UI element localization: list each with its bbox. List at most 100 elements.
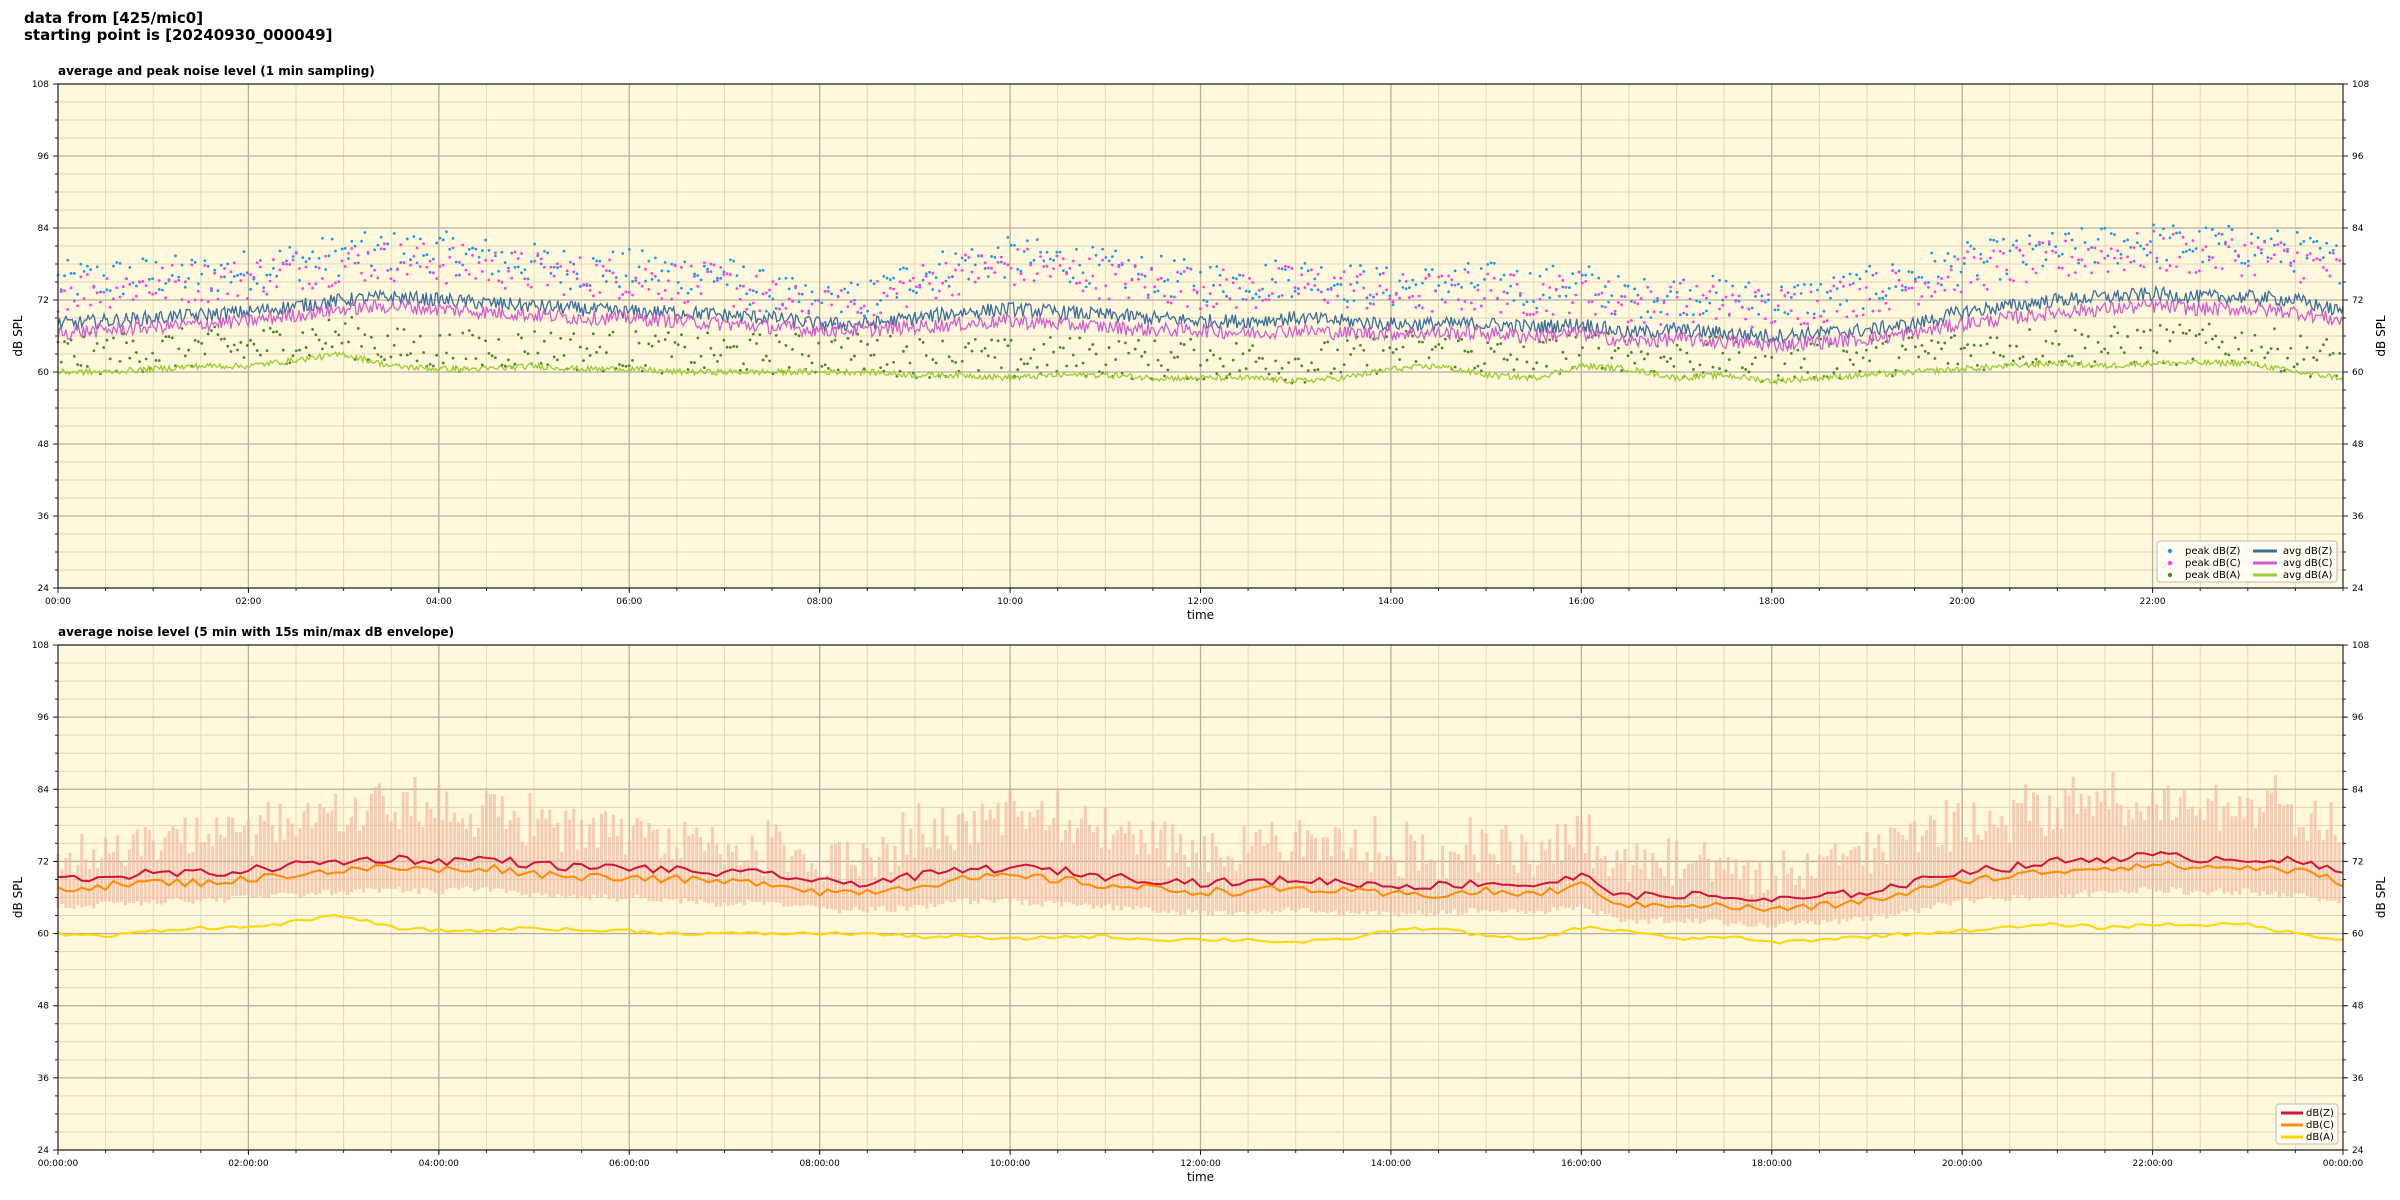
data-point	[2073, 247, 2077, 250]
data-point	[1101, 258, 1104, 262]
data-point	[144, 259, 148, 262]
data-point	[1208, 265, 1212, 269]
data-point	[1721, 351, 1725, 355]
data-point	[1166, 278, 1170, 282]
data-point	[1202, 377, 1206, 381]
data-point	[1838, 280, 1842, 284]
data-point	[1013, 374, 1016, 378]
data-point	[1153, 339, 1157, 343]
data-point	[1799, 292, 1803, 295]
data-point	[1861, 313, 1865, 317]
data-point	[2028, 234, 2032, 238]
data-point	[1881, 290, 1885, 293]
data-point	[451, 236, 455, 240]
data-point	[1992, 249, 1996, 253]
data-point	[2100, 350, 2103, 354]
data-point	[183, 285, 187, 289]
data-point	[1897, 278, 1901, 282]
data-point	[2211, 256, 2214, 260]
data-point	[2256, 236, 2260, 240]
data-point	[255, 349, 259, 352]
data-point	[928, 376, 931, 379]
data-point	[676, 291, 680, 295]
data-point	[1470, 281, 1473, 285]
data-point	[2034, 244, 2038, 248]
data-point	[1427, 274, 1431, 278]
y-tick-label-right: 60	[2352, 930, 2364, 940]
data-point	[1408, 286, 1411, 290]
data-point	[866, 343, 869, 346]
data-point	[1962, 262, 1966, 265]
data-point	[2080, 258, 2084, 262]
data-point	[875, 302, 879, 306]
data-point	[288, 263, 292, 266]
data-point	[307, 353, 311, 357]
data-point	[2093, 260, 2097, 264]
data-point	[559, 265, 563, 268]
data-point	[1156, 289, 1160, 293]
data-point	[330, 284, 334, 288]
data-point	[1068, 280, 1072, 284]
data-point	[1825, 290, 1829, 294]
data-point	[298, 267, 301, 270]
data-point	[1078, 281, 1082, 285]
data-point	[758, 333, 762, 337]
data-point	[1881, 296, 1885, 300]
data-point	[1143, 285, 1147, 289]
data-point	[2057, 342, 2061, 346]
data-point	[745, 368, 749, 371]
data-point	[1339, 283, 1343, 286]
data-point	[1789, 352, 1793, 355]
data-point	[862, 304, 866, 308]
data-point	[360, 345, 363, 348]
data-point	[1705, 309, 1708, 313]
data-point	[431, 257, 435, 261]
data-point	[1140, 255, 1144, 259]
data-point	[2289, 264, 2293, 267]
data-point	[1541, 340, 1545, 344]
data-point	[2015, 344, 2018, 348]
data-point	[2188, 328, 2191, 332]
data-point	[1649, 316, 1653, 320]
data-point	[2201, 260, 2205, 264]
data-point	[591, 256, 595, 260]
data-point	[2318, 349, 2322, 353]
data-point	[960, 256, 964, 260]
data-point	[800, 309, 804, 313]
data-point	[2002, 355, 2005, 358]
data-point	[2246, 259, 2250, 263]
data-point	[1985, 287, 1989, 291]
data-point	[1163, 374, 1166, 378]
data-point	[2220, 232, 2224, 236]
data-point	[1336, 282, 1339, 286]
data-point	[2259, 345, 2263, 349]
data-point	[970, 270, 974, 274]
data-point	[85, 264, 89, 268]
data-point	[771, 372, 775, 376]
data-point	[996, 246, 1000, 250]
data-point	[947, 355, 951, 359]
data-point	[1613, 312, 1617, 316]
data-point	[272, 267, 275, 270]
data-point	[2122, 268, 2126, 272]
data-point	[973, 337, 977, 341]
data-point	[849, 300, 853, 304]
data-point	[418, 334, 422, 338]
data-point	[1300, 273, 1304, 277]
data-point	[1551, 264, 1555, 268]
data-point	[1878, 297, 1881, 300]
data-point	[1835, 287, 1839, 291]
data-point	[1215, 302, 1219, 306]
data-point	[1368, 293, 1372, 297]
data-point	[69, 286, 73, 290]
data-point	[2237, 347, 2240, 351]
data-point	[1678, 281, 1682, 285]
data-point	[667, 279, 670, 283]
data-point	[356, 327, 360, 330]
data-point	[2331, 251, 2335, 255]
data-point	[311, 328, 315, 331]
data-point	[2083, 241, 2087, 244]
data-point	[1979, 257, 1983, 261]
data-point	[1816, 288, 1819, 292]
